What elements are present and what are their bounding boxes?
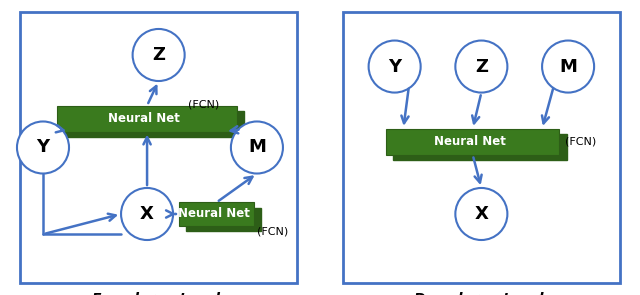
Text: X: X: [474, 205, 488, 223]
Circle shape: [455, 40, 508, 93]
Text: (FCN): (FCN): [257, 226, 288, 236]
FancyBboxPatch shape: [342, 12, 620, 283]
Text: (FCN): (FCN): [565, 137, 596, 147]
Circle shape: [121, 188, 173, 240]
FancyBboxPatch shape: [65, 111, 244, 137]
Text: X: X: [140, 205, 154, 223]
Text: M: M: [248, 138, 266, 157]
FancyBboxPatch shape: [386, 129, 559, 155]
Text: M: M: [559, 58, 577, 76]
Text: Z: Z: [152, 46, 165, 64]
Circle shape: [132, 29, 185, 81]
Text: Decoder network: Decoder network: [414, 292, 548, 295]
FancyBboxPatch shape: [58, 106, 237, 132]
FancyBboxPatch shape: [186, 208, 261, 231]
Circle shape: [17, 122, 69, 173]
FancyBboxPatch shape: [179, 202, 254, 226]
Text: Y: Y: [388, 58, 401, 76]
Text: Neural Net: Neural Net: [434, 135, 506, 148]
Text: Z: Z: [475, 58, 488, 76]
Text: Neural Net: Neural Net: [108, 112, 180, 125]
Text: (FCN): (FCN): [188, 99, 219, 109]
Circle shape: [231, 122, 283, 173]
Circle shape: [542, 40, 594, 93]
Text: Encoder network: Encoder network: [92, 292, 225, 295]
FancyBboxPatch shape: [20, 12, 298, 283]
Text: Neural Net: Neural Net: [178, 207, 250, 220]
Text: Y: Y: [36, 138, 49, 157]
Circle shape: [455, 188, 508, 240]
FancyBboxPatch shape: [393, 134, 566, 160]
Circle shape: [369, 40, 420, 93]
